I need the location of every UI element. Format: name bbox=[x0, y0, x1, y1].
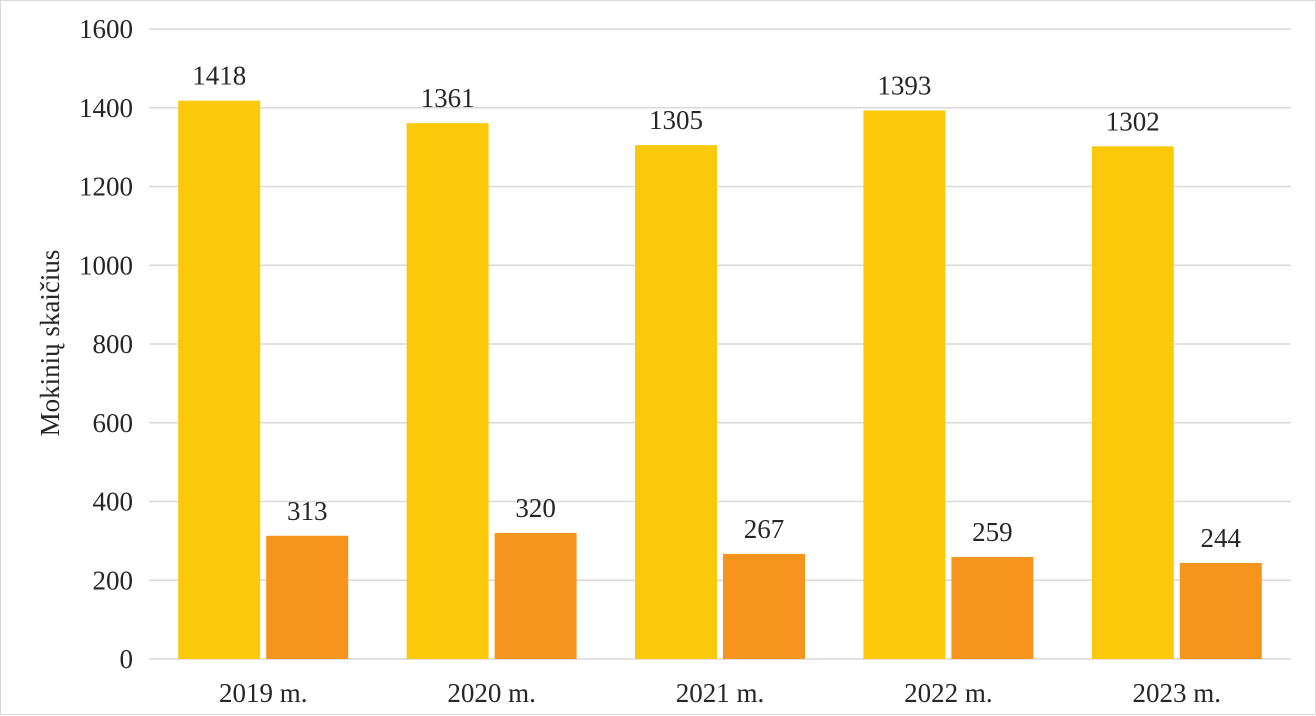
y-axis-title: Mokinių skaičius bbox=[35, 250, 65, 437]
y-tick-label: 1400 bbox=[79, 93, 133, 123]
data-label: 320 bbox=[515, 493, 556, 523]
bar-series-2 bbox=[1179, 562, 1262, 659]
y-tick-label: 1200 bbox=[79, 172, 133, 202]
x-tick-label: 2023 m. bbox=[1133, 678, 1222, 708]
bar-series-2 bbox=[266, 535, 349, 659]
data-label: 1305 bbox=[649, 105, 703, 135]
x-tick-labels: 2019 m. 2020 m. 2021 m. 2022 m. 2023 m. bbox=[219, 678, 1221, 708]
data-label: 313 bbox=[287, 496, 328, 526]
bar-series-1 bbox=[1091, 146, 1174, 659]
data-label: 259 bbox=[972, 517, 1013, 547]
x-tick-label: 2022 m. bbox=[904, 678, 993, 708]
y-tick-label: 0 bbox=[120, 644, 134, 674]
y-tick-label: 800 bbox=[93, 329, 134, 359]
bar-series-2 bbox=[723, 553, 805, 659]
y-tick-label: 1600 bbox=[79, 14, 133, 44]
y-tick-label: 1000 bbox=[79, 250, 133, 280]
bar-series-1 bbox=[178, 100, 261, 660]
x-tick-label: 2021 m. bbox=[676, 678, 765, 708]
data-label: 267 bbox=[744, 514, 785, 544]
data-label: 1393 bbox=[877, 71, 931, 101]
bar-series-1 bbox=[406, 123, 489, 659]
data-labels: 1418 313 1361 320 1305 267 1393 259 1302 244 bbox=[192, 61, 1241, 553]
data-label: 1302 bbox=[1106, 106, 1160, 136]
y-tick-label: 200 bbox=[93, 565, 134, 595]
bar-series-1 bbox=[635, 145, 717, 659]
data-label: 1361 bbox=[421, 83, 475, 113]
y-tick-label: 600 bbox=[93, 408, 134, 438]
bars bbox=[178, 100, 1262, 660]
data-label: 1418 bbox=[192, 61, 246, 91]
x-tick-label: 2019 m. bbox=[219, 678, 308, 708]
bar-series-1 bbox=[863, 110, 946, 660]
bar-series-2 bbox=[494, 533, 577, 659]
x-tick-label: 2020 m. bbox=[447, 678, 536, 708]
y-tick-label: 400 bbox=[93, 487, 134, 517]
data-label: 244 bbox=[1201, 523, 1242, 553]
y-tick-labels: 0 200 400 600 800 1000 1200 1400 1600 bbox=[79, 14, 133, 674]
bar-series-2 bbox=[951, 557, 1034, 659]
